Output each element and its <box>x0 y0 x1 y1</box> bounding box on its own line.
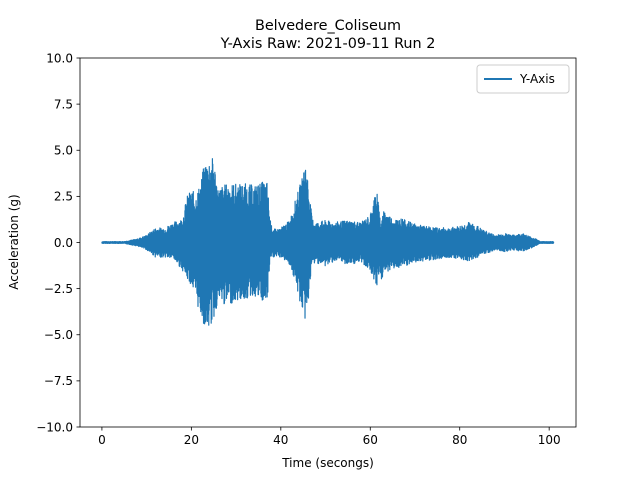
legend-label: Y-Axis <box>519 72 555 86</box>
legend: Y-Axis <box>476 64 570 94</box>
x-tick-label: 0 <box>98 433 106 447</box>
y-tick-label: 10.0 <box>46 51 73 65</box>
x-tick-label: 100 <box>538 433 561 447</box>
x-tick-label: 40 <box>273 433 288 447</box>
chart-subtitle: Y-Axis Raw: 2021-09-11 Run 2 <box>220 36 436 52</box>
series-line-y-axis <box>101 158 555 326</box>
legend-box <box>476 64 570 94</box>
y-tick-label: 0.0 <box>54 236 73 250</box>
y-tick-label: −10.0 <box>36 420 73 434</box>
y-tick-label: −2.5 <box>44 282 73 296</box>
y-tick-label: 7.5 <box>54 97 73 111</box>
series-layer <box>101 158 555 326</box>
chart-title: Belvedere_Coliseum <box>255 18 401 34</box>
y-axis-label: Acceleration (g) <box>7 194 21 289</box>
y-tick-label: −5.0 <box>44 328 73 342</box>
x-tick-label: 80 <box>452 433 467 447</box>
y-tick-label: 5.0 <box>54 144 73 158</box>
y-axis-ticks: −10.0 −7.5 −5.0 −2.5 0.0 2.5 5.0 7.5 10.0 <box>36 51 80 434</box>
x-axis-ticks: 0 20 40 60 80 100 <box>98 427 561 447</box>
plot-area <box>79 57 577 428</box>
y-tick-label: 2.5 <box>54 190 73 204</box>
y-tick-label: −7.5 <box>44 374 73 388</box>
x-axis-label: Time (secongs) <box>281 456 374 470</box>
x-tick-label: 20 <box>184 433 199 447</box>
x-tick-label: 60 <box>363 433 378 447</box>
